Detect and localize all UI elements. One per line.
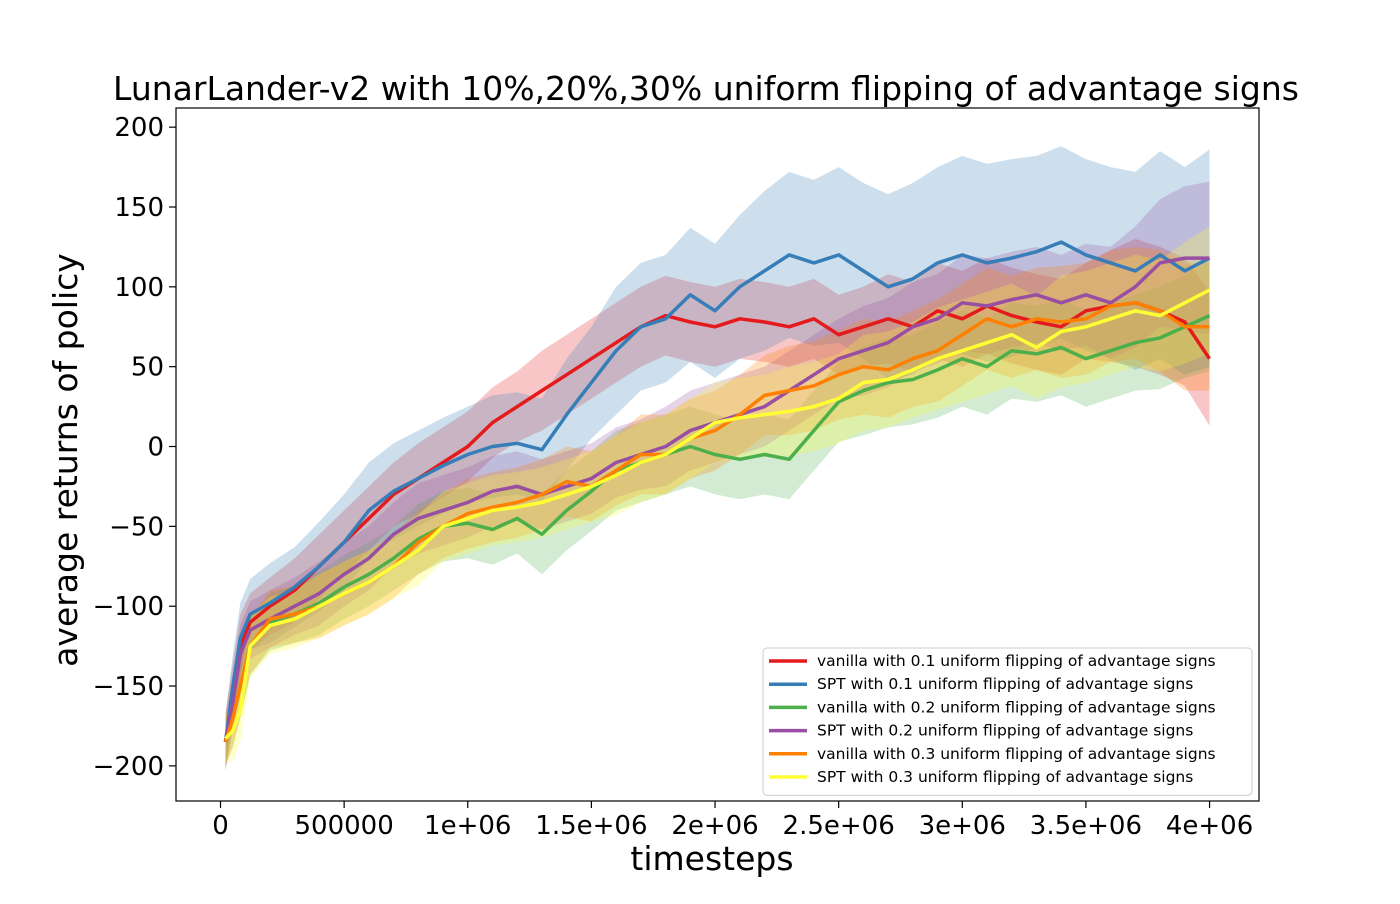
band-vanilla-with-0-3-uniform-flipping-of-advantage-signs (225, 246, 1210, 766)
series-line-spt-with-0-2-uniform-flipping-of-advantage-signs (223, 256, 1210, 743)
y-tick-label: 150 (114, 193, 164, 223)
x-tick-label: 3.5e+06 (1030, 811, 1142, 841)
series-line-spt-with-0-3-uniform-flipping-of-advantage-signs (224, 288, 1211, 740)
y-tick-label: 200 (114, 113, 164, 143)
band-vanilla-with-0-2-uniform-flipping-of-advantage-signs (225, 259, 1210, 766)
x-tick-label: 1e+06 (424, 811, 511, 841)
y-tick-label: −100 (93, 592, 164, 622)
chart-title: LunarLander-v2 with 10%,20%,30% uniform … (113, 69, 1299, 108)
y-tick-label: 100 (114, 273, 164, 303)
x-tick-label: 0 (212, 811, 229, 841)
y-axis: −200 −150 −100 −50 0 50 100 150 200 (93, 113, 176, 782)
legend-label: SPT with 0.2 uniform flipping of advanta… (817, 722, 1193, 740)
y-axis-label: average returns of policy (46, 253, 85, 667)
y-tick-label: −150 (93, 672, 164, 702)
x-tick-label: 3e+06 (919, 811, 1006, 841)
x-tick-label: 4e+06 (1166, 811, 1253, 841)
legend-label: SPT with 0.1 uniform flipping of advanta… (817, 675, 1193, 693)
legend-label: vanilla with 0.3 uniform flipping of adv… (817, 745, 1216, 763)
y-tick-label: −50 (109, 512, 164, 542)
x-tick-label: 500000 (295, 811, 394, 841)
y-tick-label: 50 (131, 353, 164, 383)
legend-box (762, 647, 1253, 796)
x-tick-label: 1.5e+06 (535, 811, 647, 841)
x-axis: 0 500000 1e+06 1.5e+06 2e+06 2.5e+06 3e+06 3.5e… (212, 801, 1253, 841)
x-tick-label: 2.5e+06 (783, 811, 895, 841)
legend-label: vanilla with 0.2 uniform flipping of adv… (817, 698, 1216, 716)
legend-label: SPT with 0.3 uniform flipping of advanta… (817, 768, 1193, 786)
x-axis-label: timesteps (630, 839, 793, 878)
x-tick-label: 2e+06 (671, 811, 758, 841)
y-tick-label: −200 (93, 752, 164, 782)
series-line-vanilla-with-0-2-uniform-flipping-of-advantage-signs (223, 314, 1211, 743)
legend: vanilla with 0.1 uniform flipping of adv… (762, 647, 1253, 796)
band-spt-with-0-2-uniform-flipping-of-advantage-signs (225, 181, 1210, 766)
y-tick-label: 0 (147, 433, 164, 463)
plot-frame (175, 107, 1260, 802)
band-vanilla-with-0-1-uniform-flipping-of-advantage-signs (225, 238, 1210, 771)
legend-label: vanilla with 0.1 uniform flipping of adv… (817, 652, 1216, 670)
series-line-spt-with-0-1-uniform-flipping-of-advantage-signs (223, 240, 1211, 743)
series-lines (223, 240, 1211, 743)
